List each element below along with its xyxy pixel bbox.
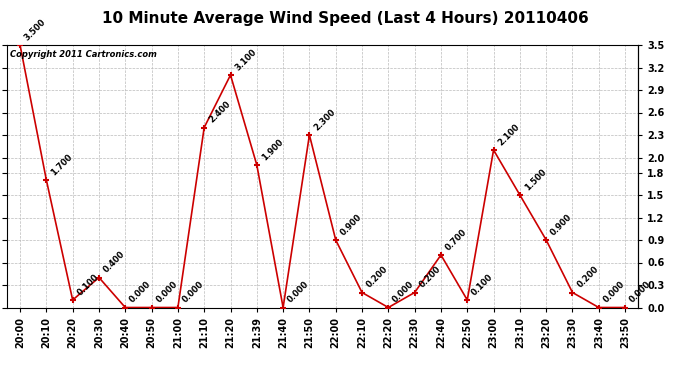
Text: Copyright 2011 Cartronics.com: Copyright 2011 Cartronics.com (10, 50, 157, 59)
Text: 3.500: 3.500 (23, 17, 48, 42)
Text: 0.000: 0.000 (128, 280, 153, 305)
Text: 0.000: 0.000 (181, 280, 206, 305)
Text: 1.900: 1.900 (259, 137, 284, 162)
Text: 0.200: 0.200 (417, 265, 442, 290)
Text: 1.700: 1.700 (49, 152, 74, 177)
Text: 0.200: 0.200 (575, 265, 600, 290)
Text: 2.400: 2.400 (207, 100, 232, 125)
Text: 0.000: 0.000 (391, 280, 416, 305)
Text: 2.100: 2.100 (496, 122, 522, 147)
Text: 0.000: 0.000 (602, 280, 627, 305)
Text: 0.200: 0.200 (365, 265, 390, 290)
Text: 2.300: 2.300 (312, 107, 337, 132)
Text: 3.100: 3.100 (233, 47, 258, 72)
Text: 0.900: 0.900 (549, 212, 574, 237)
Text: 0.000: 0.000 (628, 280, 653, 305)
Text: 10 Minute Average Wind Speed (Last 4 Hours) 20110406: 10 Minute Average Wind Speed (Last 4 Hou… (101, 11, 589, 26)
Text: 0.100: 0.100 (470, 272, 495, 297)
Text: 0.000: 0.000 (286, 280, 310, 305)
Text: 0.900: 0.900 (339, 212, 364, 237)
Text: 0.400: 0.400 (101, 250, 127, 275)
Text: 0.000: 0.000 (155, 280, 179, 305)
Text: 0.700: 0.700 (444, 227, 469, 252)
Text: 0.100: 0.100 (75, 272, 101, 297)
Text: 1.500: 1.500 (522, 167, 548, 192)
